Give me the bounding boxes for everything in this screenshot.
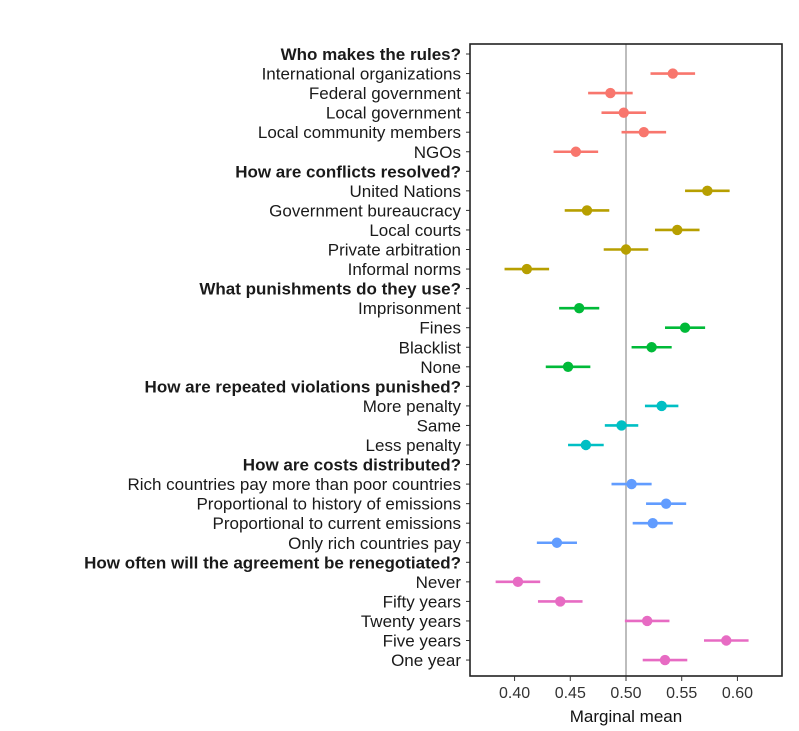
row-label: Five years <box>383 632 461 651</box>
x-tick-label: 0.45 <box>555 685 586 702</box>
point-estimate <box>618 107 629 118</box>
data-marks <box>495 68 749 666</box>
point-estimate <box>672 224 683 236</box>
row-label: Informal norms <box>348 260 461 279</box>
point-estimate <box>605 87 616 99</box>
row-label: Only rich countries pay <box>288 534 461 553</box>
point-estimate <box>647 518 658 529</box>
point-estimate <box>551 537 563 548</box>
point-estimate <box>659 654 671 666</box>
point-estimate <box>574 302 585 314</box>
x-tick-label: 0.50 <box>610 685 641 702</box>
row-label: United Nations <box>349 182 461 201</box>
point-estimate <box>570 146 582 157</box>
row-label: Twenty years <box>361 612 461 631</box>
point-estimate <box>641 615 653 627</box>
row-labels: Who makes the rules?International organi… <box>84 45 470 670</box>
x-axis-title: Marginal mean <box>570 707 682 726</box>
group-heading: How are conflicts resolved? <box>235 162 461 181</box>
group-heading: Who makes the rules? <box>281 45 461 64</box>
row-label: Fines <box>419 319 461 338</box>
point-estimate <box>667 68 678 79</box>
row-label: Private arbitration <box>328 241 461 260</box>
row-label: None <box>420 358 461 377</box>
row-label: Same <box>417 416 461 435</box>
row-label: Federal government <box>309 84 461 103</box>
row-label: Less penalty <box>366 436 462 455</box>
row-label: Local community members <box>258 123 461 142</box>
row-label: NGOs <box>414 143 461 162</box>
row-label: Blacklist <box>399 338 462 357</box>
point-estimate <box>646 342 657 353</box>
x-tick-label: 0.55 <box>666 685 697 702</box>
point-estimate <box>626 478 637 490</box>
x-tick-label: 0.60 <box>722 685 753 702</box>
row-label: Imprisonment <box>358 299 461 318</box>
x-tick-label: 0.40 <box>499 685 530 702</box>
point-estimate <box>702 185 713 197</box>
group-heading: How are repeated violations punished? <box>145 377 461 396</box>
point-estimate <box>512 576 524 588</box>
group-heading: How are costs distributed? <box>243 456 461 475</box>
point-estimate <box>562 361 574 372</box>
row-label: One year <box>391 651 461 670</box>
x-axis: 0.40 0.45 0.50 0.55 0.60 <box>499 676 753 702</box>
point-estimate <box>620 244 632 255</box>
row-label: More penalty <box>363 397 462 416</box>
group-heading: How often will the agreement be renegoti… <box>84 553 461 572</box>
row-label: Fifty years <box>383 592 461 611</box>
point-estimate <box>555 596 566 607</box>
row-label: Government bureaucracy <box>269 201 461 220</box>
point-estimate <box>638 127 650 138</box>
group-heading: What punishments do they use? <box>199 280 461 299</box>
row-label: Local courts <box>369 221 461 240</box>
point-estimate <box>679 322 691 333</box>
row-label: Proportional to current emissions <box>212 514 461 533</box>
point-estimate <box>521 263 533 275</box>
row-label: Local government <box>326 104 461 123</box>
row-label: Never <box>416 573 462 592</box>
point-estimate <box>660 498 672 509</box>
row-label: International organizations <box>262 65 461 84</box>
point-estimate <box>656 400 667 412</box>
plot-area <box>469 43 783 677</box>
row-label: Rich countries pay more than poor countr… <box>127 475 461 494</box>
row-label: Proportional to history of emissions <box>196 495 461 514</box>
point-estimate <box>721 635 732 646</box>
point-estimate <box>616 420 627 431</box>
point-estimate <box>580 439 592 451</box>
point-estimate <box>581 205 593 216</box>
